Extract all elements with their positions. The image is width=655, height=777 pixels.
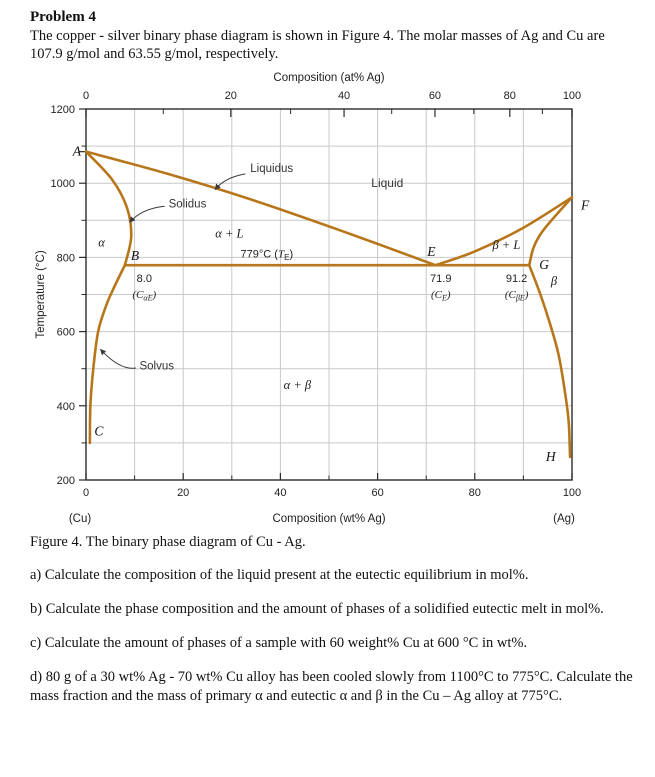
curve-solidus-right: [527, 195, 574, 267]
point-label-G: G: [539, 257, 549, 272]
annotation-arrow-liquidus: [214, 173, 246, 191]
cu-end-label: (Cu): [69, 513, 92, 525]
bottom-tick-label: 100: [563, 487, 581, 499]
value-sublabel: (CβE): [505, 289, 529, 303]
y-tick-label: 400: [57, 401, 75, 413]
bottom-tick-label: 20: [177, 487, 189, 499]
document: Problem 4 The copper - silver binary pha…: [30, 9, 633, 706]
bottom-tick-label: 60: [371, 487, 383, 499]
annotation-liquidus: Liquidus: [250, 163, 293, 175]
value-label: 91.2: [506, 273, 527, 285]
bottom-tick-label: 40: [274, 487, 286, 499]
curve-liquidus-left: [84, 150, 437, 267]
top-tick-label: 60: [429, 90, 441, 102]
question-b: b) Calculate the phase composition and t…: [30, 601, 604, 617]
top-tick-label: 0: [83, 90, 89, 102]
point-label-H: H: [545, 449, 557, 464]
region-label: Liquid: [371, 176, 403, 190]
figure-container: 0 20 40 60 80 100 0 20 40 60 80 100 200 400 600 800 1000…: [30, 63, 633, 533]
ag-end-label: (Ag): [553, 513, 575, 525]
top-tick-label: 20: [225, 90, 237, 102]
y-axis-title: Temperature (°C): [35, 250, 47, 338]
y-tick-label: 1000: [51, 178, 75, 190]
annotation-solidus: Solidus: [169, 198, 207, 210]
bottom-tick-label: 80: [469, 487, 481, 499]
bottom-tick-label: 0: [83, 487, 89, 499]
eutectic-temp-label: 779°C (TE): [241, 248, 294, 262]
region-label: α + β: [284, 378, 312, 392]
problem-intro: The copper - silver binary phase diagram…: [30, 28, 605, 62]
value-label: 8.0: [137, 273, 152, 285]
value-label: 71.9: [430, 273, 451, 285]
value-sublabel: (CαE): [132, 289, 156, 303]
point-label-F: F: [580, 197, 590, 212]
top-tick-label: 100: [563, 90, 581, 102]
top-tick-label: 40: [338, 90, 350, 102]
point-label-E: E: [426, 244, 436, 259]
curve-solidus-left: [84, 150, 133, 267]
top-tick-label: 80: [504, 90, 516, 102]
bottom-axis-title: Composition (wt% Ag): [272, 513, 385, 525]
curve-solvus-left: [88, 263, 127, 445]
question-list: a) Calculate the composition of the liqu…: [30, 566, 633, 706]
region-label: α + L: [215, 227, 243, 241]
point-label-A: A: [72, 144, 82, 159]
annotation-arrow-solidus: [129, 205, 165, 223]
y-tick-label: 1200: [51, 104, 75, 116]
y-tick-label: 600: [57, 327, 75, 339]
y-tick-label: 800: [57, 252, 75, 264]
figure-caption: Figure 4. The binary phase diagram of Cu…: [30, 534, 306, 550]
annotation-arrow-solvus: [100, 348, 137, 369]
region-label: β: [550, 274, 558, 288]
top-axis-title: Composition (at% Ag): [273, 72, 384, 84]
question-a: a) Calculate the composition of the liqu…: [30, 567, 529, 583]
annotation-solvus: Solvus: [139, 360, 174, 372]
question-d: d) 80 g of a 30 wt% Ag - 70 wt% Cu alloy…: [30, 669, 633, 704]
phase-diagram: 0 20 40 60 80 1000 20 40 60 80 1002004006008001000…: [35, 72, 590, 525]
curve-liquidus-right: [434, 195, 574, 267]
point-label-C: C: [94, 423, 104, 438]
value-sublabel: (CE): [431, 289, 451, 303]
region-label: β + L: [491, 238, 520, 252]
question-c: c) Calculate the amount of phases of a s…: [30, 635, 528, 651]
problem-title: Problem 4: [30, 9, 96, 25]
region-label: α: [98, 235, 105, 249]
curve-solvus-right: [527, 263, 572, 459]
point-label-B: B: [131, 248, 139, 263]
y-tick-label: 200: [57, 475, 75, 487]
